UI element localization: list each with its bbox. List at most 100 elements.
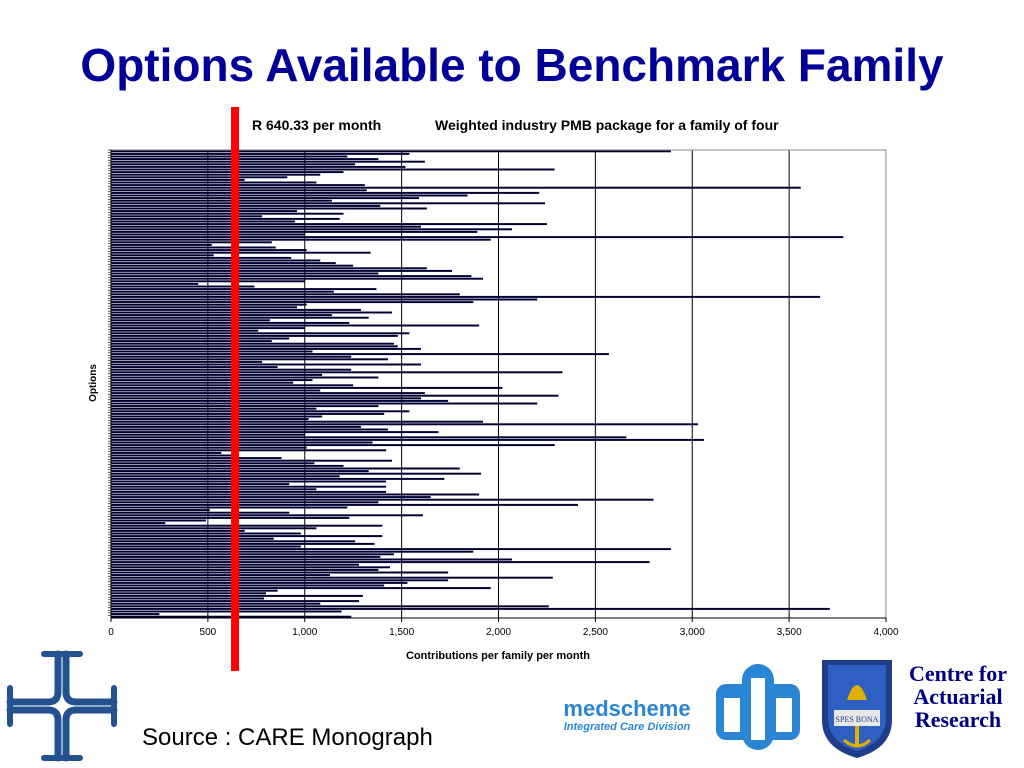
uct-crest-icon: SPES BONA (822, 660, 892, 758)
bar (111, 334, 398, 337)
bar (111, 178, 245, 181)
bar (111, 168, 555, 171)
bar (111, 399, 449, 402)
bar (111, 238, 491, 241)
bar (111, 516, 350, 519)
bar (111, 392, 425, 395)
bar (111, 485, 387, 488)
bar (111, 524, 383, 527)
bar (111, 280, 305, 283)
bar (111, 293, 460, 296)
bar (111, 215, 263, 218)
bar (111, 319, 270, 322)
reference-line (231, 107, 240, 671)
bar (111, 207, 427, 210)
bar (111, 197, 420, 200)
bar (111, 446, 307, 449)
bar (111, 529, 245, 532)
bar (111, 303, 307, 306)
bar (111, 199, 332, 202)
bar (111, 290, 334, 293)
bar (111, 397, 421, 400)
bar (111, 537, 274, 540)
x-tick-label: 1,500 (389, 627, 414, 638)
bar (111, 371, 563, 374)
bar (111, 241, 272, 244)
bar (111, 480, 387, 483)
bar (111, 373, 323, 376)
chart-bars (111, 150, 844, 618)
bar (111, 607, 830, 610)
bar (111, 459, 392, 462)
bar (111, 363, 421, 366)
x-tick-label: 2,000 (486, 627, 511, 638)
bar (111, 561, 650, 564)
car-line-2: Actuarial (913, 684, 1003, 709)
bar (111, 366, 278, 369)
bar (111, 410, 410, 413)
bar (111, 301, 474, 304)
bar (111, 506, 348, 509)
y-axis-ticks (108, 149, 111, 616)
svg-text:SPES BONA: SPES BONA (836, 715, 879, 724)
chart-gridlines (207, 150, 887, 618)
bar (111, 394, 559, 397)
medscheme-brand: medscheme (563, 696, 691, 721)
bar (111, 613, 160, 616)
bar (111, 532, 301, 535)
bar (111, 152, 410, 155)
bar (111, 285, 255, 288)
bar (111, 433, 305, 436)
x-tick-label: 0 (108, 627, 114, 638)
bar (111, 381, 294, 384)
bar (111, 379, 313, 382)
bar (111, 210, 297, 213)
x-tick-label: 2,500 (583, 627, 608, 638)
bar (111, 173, 321, 176)
bar (111, 243, 212, 246)
bar (111, 324, 480, 327)
bar (111, 553, 394, 556)
bar (111, 423, 699, 426)
bar (111, 165, 406, 168)
bar (111, 451, 222, 454)
bar (111, 498, 654, 501)
bar (111, 353, 609, 356)
bar (111, 272, 379, 275)
x-axis-ticks: 0 500 1,000 1,500 2,000 2,500 3,000 3,500 4,000 (108, 618, 899, 638)
bar (111, 571, 449, 574)
bar (111, 158, 379, 161)
bar (111, 436, 627, 439)
bar (111, 462, 315, 465)
bar (111, 254, 214, 257)
bar (111, 360, 263, 363)
bar (111, 217, 340, 220)
bar (111, 542, 375, 545)
bar (111, 269, 452, 272)
bar (111, 295, 821, 298)
bar (111, 275, 472, 278)
y-axis-label: Options (88, 364, 99, 402)
bar (111, 181, 317, 184)
bar (111, 584, 385, 587)
medscheme-logo: medscheme Integrated Care Division (552, 696, 702, 734)
bar (111, 415, 323, 418)
bar (111, 249, 307, 252)
bar (111, 389, 321, 392)
bar (111, 230, 478, 233)
bar (111, 576, 553, 579)
bar (111, 587, 491, 590)
bar (111, 519, 206, 522)
bar (111, 527, 317, 530)
medscheme-emblem-icon (716, 664, 800, 750)
bar (111, 509, 210, 512)
bar (111, 267, 427, 270)
bar (111, 155, 348, 158)
care-cross-icon (6, 650, 118, 762)
bar (111, 220, 296, 223)
x-tick-label: 1,000 (292, 627, 317, 638)
bar (111, 298, 538, 301)
bar (111, 444, 555, 447)
bar (111, 202, 545, 205)
bar (111, 171, 344, 174)
